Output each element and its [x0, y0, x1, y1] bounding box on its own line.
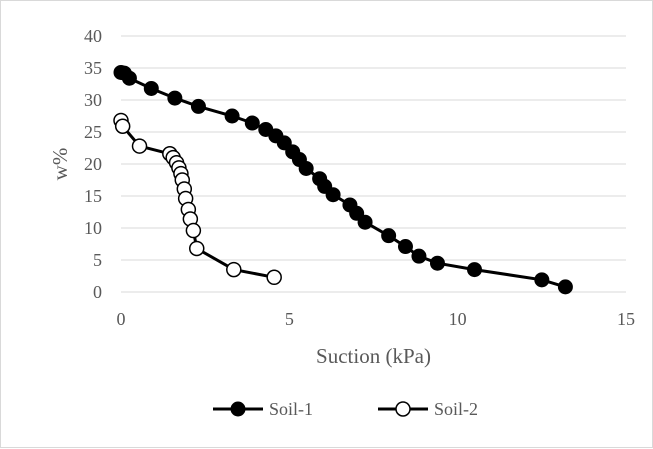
- y-tick-label: 15: [84, 186, 102, 206]
- data-point: [131, 138, 148, 154]
- legend-label: Soil-2: [434, 399, 478, 419]
- data-point: [298, 160, 314, 176]
- x-axis-title: Suction (kPa): [316, 344, 431, 368]
- data-point: [143, 80, 159, 96]
- x-tick-label: 0: [117, 309, 126, 329]
- y-axis-title: w%: [48, 148, 72, 181]
- legend-marker: [395, 401, 411, 417]
- legend-entry: Soil-1: [213, 399, 313, 419]
- y-tick-label: 20: [84, 154, 102, 174]
- legend: Soil-1 Soil-2: [213, 399, 478, 419]
- legend-marker: [230, 401, 246, 417]
- x-tick-label: 15: [617, 309, 635, 329]
- data-point: [266, 269, 282, 286]
- data-point: [325, 187, 341, 203]
- x-tick-label: 5: [285, 309, 294, 329]
- legend-label: Soil-1: [269, 399, 313, 419]
- data-point: [224, 108, 240, 124]
- data-point: [357, 214, 373, 230]
- data-point: [167, 90, 183, 106]
- data-point: [467, 262, 482, 278]
- y-tick-label: 35: [84, 58, 102, 78]
- data-point: [381, 228, 397, 244]
- y-tick-label: 10: [84, 218, 102, 238]
- data-point: [557, 279, 573, 295]
- y-tick-label: 5: [93, 250, 102, 270]
- data-point: [397, 239, 413, 255]
- y-tick-label: 40: [84, 26, 102, 46]
- legend-entry: Soil-2: [378, 399, 478, 419]
- data-point: [226, 261, 242, 278]
- y-tick-label: 0: [93, 282, 102, 302]
- data-point: [114, 118, 131, 134]
- data-point: [429, 255, 445, 271]
- data-point: [185, 222, 202, 239]
- data-point: [121, 70, 137, 86]
- data-point: [189, 240, 205, 257]
- y-tick-label: 25: [84, 122, 102, 142]
- data-point: [534, 272, 550, 288]
- data-point: [190, 98, 206, 114]
- axes: 0 5 10 15 20 25 30 35 40 0 5 10 15: [84, 26, 635, 329]
- data-point: [411, 248, 427, 264]
- gridlines: [121, 35, 626, 261]
- series-soil-1: [113, 64, 573, 295]
- data-point: [244, 115, 260, 131]
- y-tick-label: 30: [84, 90, 102, 110]
- series-soil-2: [113, 112, 282, 286]
- data-series: [113, 64, 573, 295]
- x-tick-label: 10: [449, 309, 467, 329]
